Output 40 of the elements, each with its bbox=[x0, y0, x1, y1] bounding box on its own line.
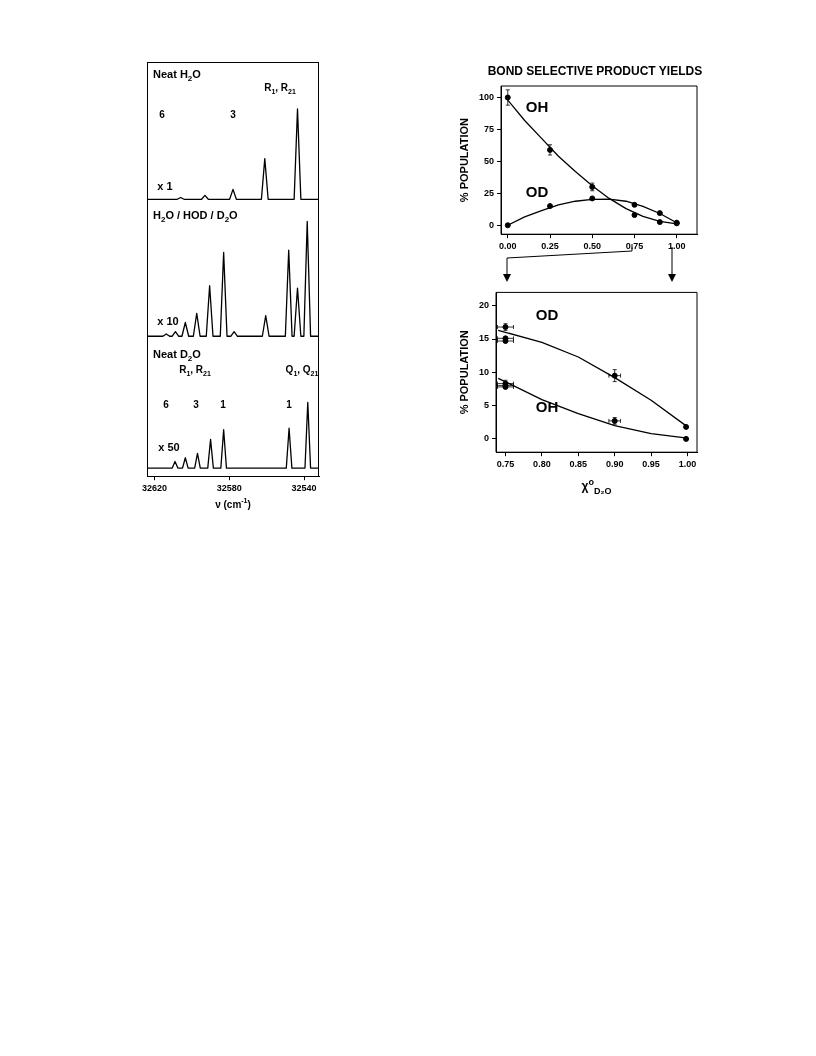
x-tick-label: 1.00 bbox=[667, 241, 686, 252]
annotation: OD bbox=[535, 306, 559, 324]
y-tick-label: 20 bbox=[479, 300, 490, 311]
y-tick-label: 5 bbox=[484, 400, 490, 411]
annotation: x 10 bbox=[157, 315, 179, 328]
x-tick-label: 1.00 bbox=[678, 459, 697, 470]
x-tick-label: 0.50 bbox=[583, 241, 602, 252]
annotation: 3 bbox=[230, 108, 237, 120]
x-tick-label: 0.75 bbox=[625, 241, 644, 252]
annotation: OH bbox=[525, 98, 549, 116]
y-tick-label: 75 bbox=[484, 123, 495, 134]
x-tick-label: 0.80 bbox=[533, 459, 551, 470]
x-tick-label: 32580 bbox=[216, 483, 242, 494]
annotation: x 1 bbox=[157, 180, 173, 193]
annotation: x 50 bbox=[158, 441, 180, 454]
x-tick-label: 32620 bbox=[141, 483, 167, 494]
x-tick-label: 32540 bbox=[291, 483, 317, 494]
annotation: OH bbox=[535, 398, 559, 416]
y-tick-label: 0 bbox=[484, 433, 490, 444]
chart-title: BOND SELECTIVE PRODUCT YIELDS bbox=[487, 64, 703, 79]
y-tick-label: 0 bbox=[489, 219, 495, 230]
x-tick-label: 0.00 bbox=[499, 241, 517, 252]
y-tick-label: 100 bbox=[478, 91, 495, 102]
annotation: OD bbox=[525, 183, 549, 201]
annotation: 3 bbox=[193, 398, 200, 410]
x-tick-label: 0.95 bbox=[642, 459, 660, 470]
y-axis-title: % POPULATION bbox=[458, 330, 471, 415]
annotation: 1 bbox=[286, 398, 293, 410]
y-tick-label: 25 bbox=[484, 187, 495, 198]
annotation: 6 bbox=[163, 398, 170, 410]
y-axis-title: % POPULATION bbox=[458, 117, 471, 203]
x-tick-label: 0.75 bbox=[496, 459, 515, 470]
annotation: 1 bbox=[220, 398, 227, 410]
y-tick-label: 50 bbox=[484, 155, 495, 166]
annotation: 6 bbox=[159, 108, 166, 120]
x-tick-label: 0.25 bbox=[541, 241, 559, 252]
y-tick-label: 15 bbox=[479, 333, 490, 344]
y-tick-label: 10 bbox=[479, 366, 490, 377]
x-tick-label: 0.85 bbox=[569, 459, 588, 470]
x-tick-label: 0.90 bbox=[605, 459, 624, 470]
